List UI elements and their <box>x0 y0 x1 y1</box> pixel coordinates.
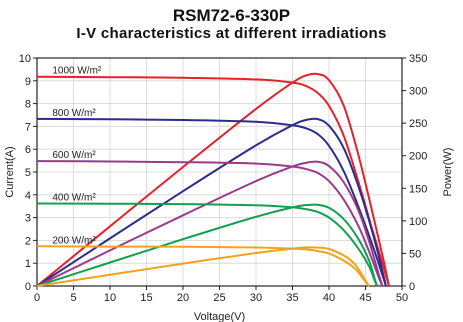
x-axis-title: Voltage(V) <box>194 311 245 322</box>
x-tick-label: 15 <box>140 292 152 304</box>
y-right-tick-label: 200 <box>409 151 427 163</box>
y-left-tick-label: 1 <box>25 258 31 270</box>
y-left-tick-label: 2 <box>25 235 31 247</box>
y-right-axis-title: Power(W) <box>442 148 454 197</box>
chart-title: RSM72-6-330P <box>172 6 291 25</box>
x-tick-label: 45 <box>359 292 371 304</box>
curve-label: 400 W/m² <box>52 192 96 203</box>
y-right-tick-label: 0 <box>409 281 415 293</box>
y-right-tick-label: 300 <box>409 86 427 98</box>
x-tick-label: 20 <box>177 292 189 304</box>
y-left-tick-label: 0 <box>25 281 31 293</box>
curve-label: 600 W/m² <box>52 150 96 161</box>
x-tick-label: 10 <box>104 292 116 304</box>
y-right-tick-label: 50 <box>409 248 421 260</box>
y-left-axis-title: Current(A) <box>4 146 16 197</box>
chart-subtitle: I-V characteristics at different irradia… <box>76 25 387 42</box>
curve-label: 1000 W/m² <box>52 66 102 77</box>
y-left-tick-label: 5 <box>25 167 31 179</box>
y-left-tick-label: 4 <box>25 190 31 202</box>
y-left-tick-label: 9 <box>25 76 31 88</box>
x-tick-label: 50 <box>396 292 408 304</box>
y-left-tick-label: 8 <box>25 99 31 111</box>
current-curve <box>36 160 384 287</box>
power-curve <box>36 160 384 287</box>
x-tick-label: 5 <box>70 292 76 304</box>
y-left-tick-label: 10 <box>19 53 31 65</box>
y-right-tick-label: 100 <box>409 216 427 228</box>
curve-label: 200 W/m² <box>52 235 96 246</box>
power-curve <box>36 72 390 287</box>
current-curve <box>36 202 379 287</box>
y-left-tick-label: 6 <box>25 144 31 156</box>
x-tick-label: 40 <box>323 292 335 304</box>
power-curve <box>36 117 387 287</box>
y-left-tick-label: 7 <box>25 121 31 133</box>
power-curve <box>36 203 379 287</box>
curve-label: 800 W/m² <box>52 108 96 119</box>
y-right-tick-label: 250 <box>409 118 427 130</box>
y-right-tick-label: 150 <box>409 183 427 195</box>
current-curve <box>36 245 370 287</box>
y-right-tick-label: 350 <box>409 53 427 65</box>
x-tick-label: 35 <box>286 292 298 304</box>
power-curve <box>36 246 370 287</box>
x-tick-label: 25 <box>213 292 225 304</box>
x-tick-label: 30 <box>250 292 262 304</box>
current-curve <box>36 117 387 287</box>
y-left-tick-label: 3 <box>25 213 31 225</box>
x-tick-label: 0 <box>34 292 40 304</box>
